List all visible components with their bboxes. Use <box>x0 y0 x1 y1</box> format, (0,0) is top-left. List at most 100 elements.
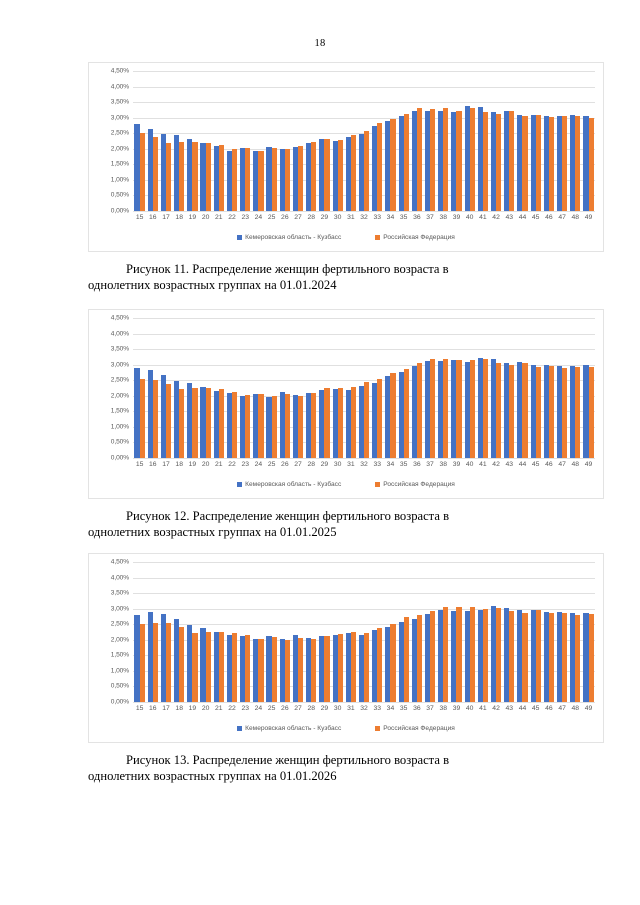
bar-group <box>318 71 331 211</box>
x-axis-tick: 35 <box>399 705 408 712</box>
bar-region <box>438 110 444 211</box>
bar-federation <box>298 145 304 211</box>
bar-region <box>319 636 325 702</box>
bar-group <box>265 562 278 702</box>
bar-group <box>186 562 199 702</box>
bar-group <box>489 562 502 702</box>
bar-federation <box>205 142 211 211</box>
bar-group <box>344 71 357 211</box>
bar-region <box>570 613 576 702</box>
bar-federation <box>469 607 475 702</box>
caption-line-2: однолетних возрастных группах на 01.01.2… <box>88 525 337 540</box>
bar-region <box>345 136 351 211</box>
x-axis-tick: 23 <box>241 214 249 221</box>
x-axis-tick: 20 <box>201 705 210 712</box>
bar-region <box>556 612 563 702</box>
y-axis-tick: 1,50% <box>110 160 129 168</box>
bar-federation <box>548 366 555 458</box>
bar-region <box>187 382 193 458</box>
y-axis-tick: 3,50% <box>110 98 129 106</box>
bar-group <box>556 318 569 458</box>
bar-federation <box>245 147 251 211</box>
bar-region <box>174 381 180 458</box>
bar-federation <box>324 138 330 211</box>
bar-region <box>134 368 140 458</box>
bar-federation <box>535 610 541 702</box>
bar-federation <box>218 389 224 458</box>
bar-federation <box>139 379 145 458</box>
x-axis-tick: 33 <box>373 214 382 221</box>
bar-federation <box>232 149 238 211</box>
bar-federation <box>456 359 462 458</box>
bar-federation <box>205 631 211 702</box>
x-axis-tick: 22 <box>228 461 236 468</box>
bar-federation <box>179 389 185 458</box>
bar-federation <box>179 627 185 702</box>
x-axis-tick: 49 <box>584 705 593 712</box>
bar-group <box>344 562 357 702</box>
x-axis-tick: 47 <box>558 461 566 468</box>
bar-region <box>438 610 444 702</box>
x-axis-tick: 47 <box>558 705 566 712</box>
legend-label-region: Кемеровская область - Кузбасс <box>245 234 342 241</box>
bar-region <box>292 635 299 702</box>
bar-group <box>542 562 555 702</box>
bar-region <box>358 635 365 702</box>
bar-region <box>424 111 431 211</box>
x-axis-tick: 29 <box>320 461 329 468</box>
x-axis-tick: 35 <box>399 461 408 468</box>
bar-region <box>319 139 325 211</box>
x-axis-tick: 18 <box>175 705 183 712</box>
bar-federation <box>218 145 224 211</box>
bar-region <box>266 396 272 458</box>
bar-federation <box>364 382 370 458</box>
x-axis-tick: 34 <box>386 214 395 221</box>
bar-region <box>226 634 233 702</box>
bar-region <box>226 392 233 458</box>
bar-group <box>212 71 225 211</box>
bar-federation <box>548 613 555 702</box>
y-axis-tick: 0,50% <box>110 191 129 199</box>
y-axis-tick: 3,50% <box>110 345 129 353</box>
bar-federation <box>562 116 568 211</box>
gridline <box>133 624 595 626</box>
x-axis-tick: 32 <box>360 214 368 221</box>
x-axis-tick: 27 <box>294 214 302 221</box>
bar-federation <box>205 388 211 458</box>
bar-region <box>345 389 351 458</box>
legend-swatch-region-icon <box>237 482 243 487</box>
bar-group <box>146 71 159 211</box>
bar-federation <box>390 118 396 211</box>
legend-item-federation: Российская Федерация <box>375 234 455 241</box>
bar-group <box>516 562 529 702</box>
y-axis-tick: 2,50% <box>110 620 129 628</box>
bar-federation <box>179 142 185 211</box>
bar-group <box>384 562 397 702</box>
x-axis-tick: 19 <box>188 705 197 712</box>
bar-region <box>424 360 431 458</box>
bar-region <box>543 116 549 211</box>
bar-region <box>358 133 365 211</box>
x-axis-tick: 46 <box>545 705 553 712</box>
bar-federation <box>482 608 489 702</box>
bar-group <box>305 562 318 702</box>
bar-group <box>146 562 159 702</box>
bar-federation <box>284 394 290 458</box>
bar-region <box>213 145 219 211</box>
x-axis-tick: 29 <box>320 214 329 221</box>
bar-region <box>345 633 351 702</box>
y-axis-tick: 2,00% <box>110 392 129 400</box>
bar-federation <box>271 395 277 458</box>
bar-group <box>410 562 423 702</box>
bar-federation <box>430 108 436 211</box>
y-axis-tick: 1,00% <box>110 176 129 184</box>
bar-federation <box>416 363 422 458</box>
x-axis-tick: 41 <box>479 705 487 712</box>
gridline <box>133 562 595 563</box>
bar-group <box>476 71 489 211</box>
y-axis-tick: 4,00% <box>110 83 129 91</box>
x-axis-tick: 28 <box>307 461 316 468</box>
legend-item-federation: Российская Федерация <box>375 725 455 732</box>
bar-group <box>291 562 304 702</box>
